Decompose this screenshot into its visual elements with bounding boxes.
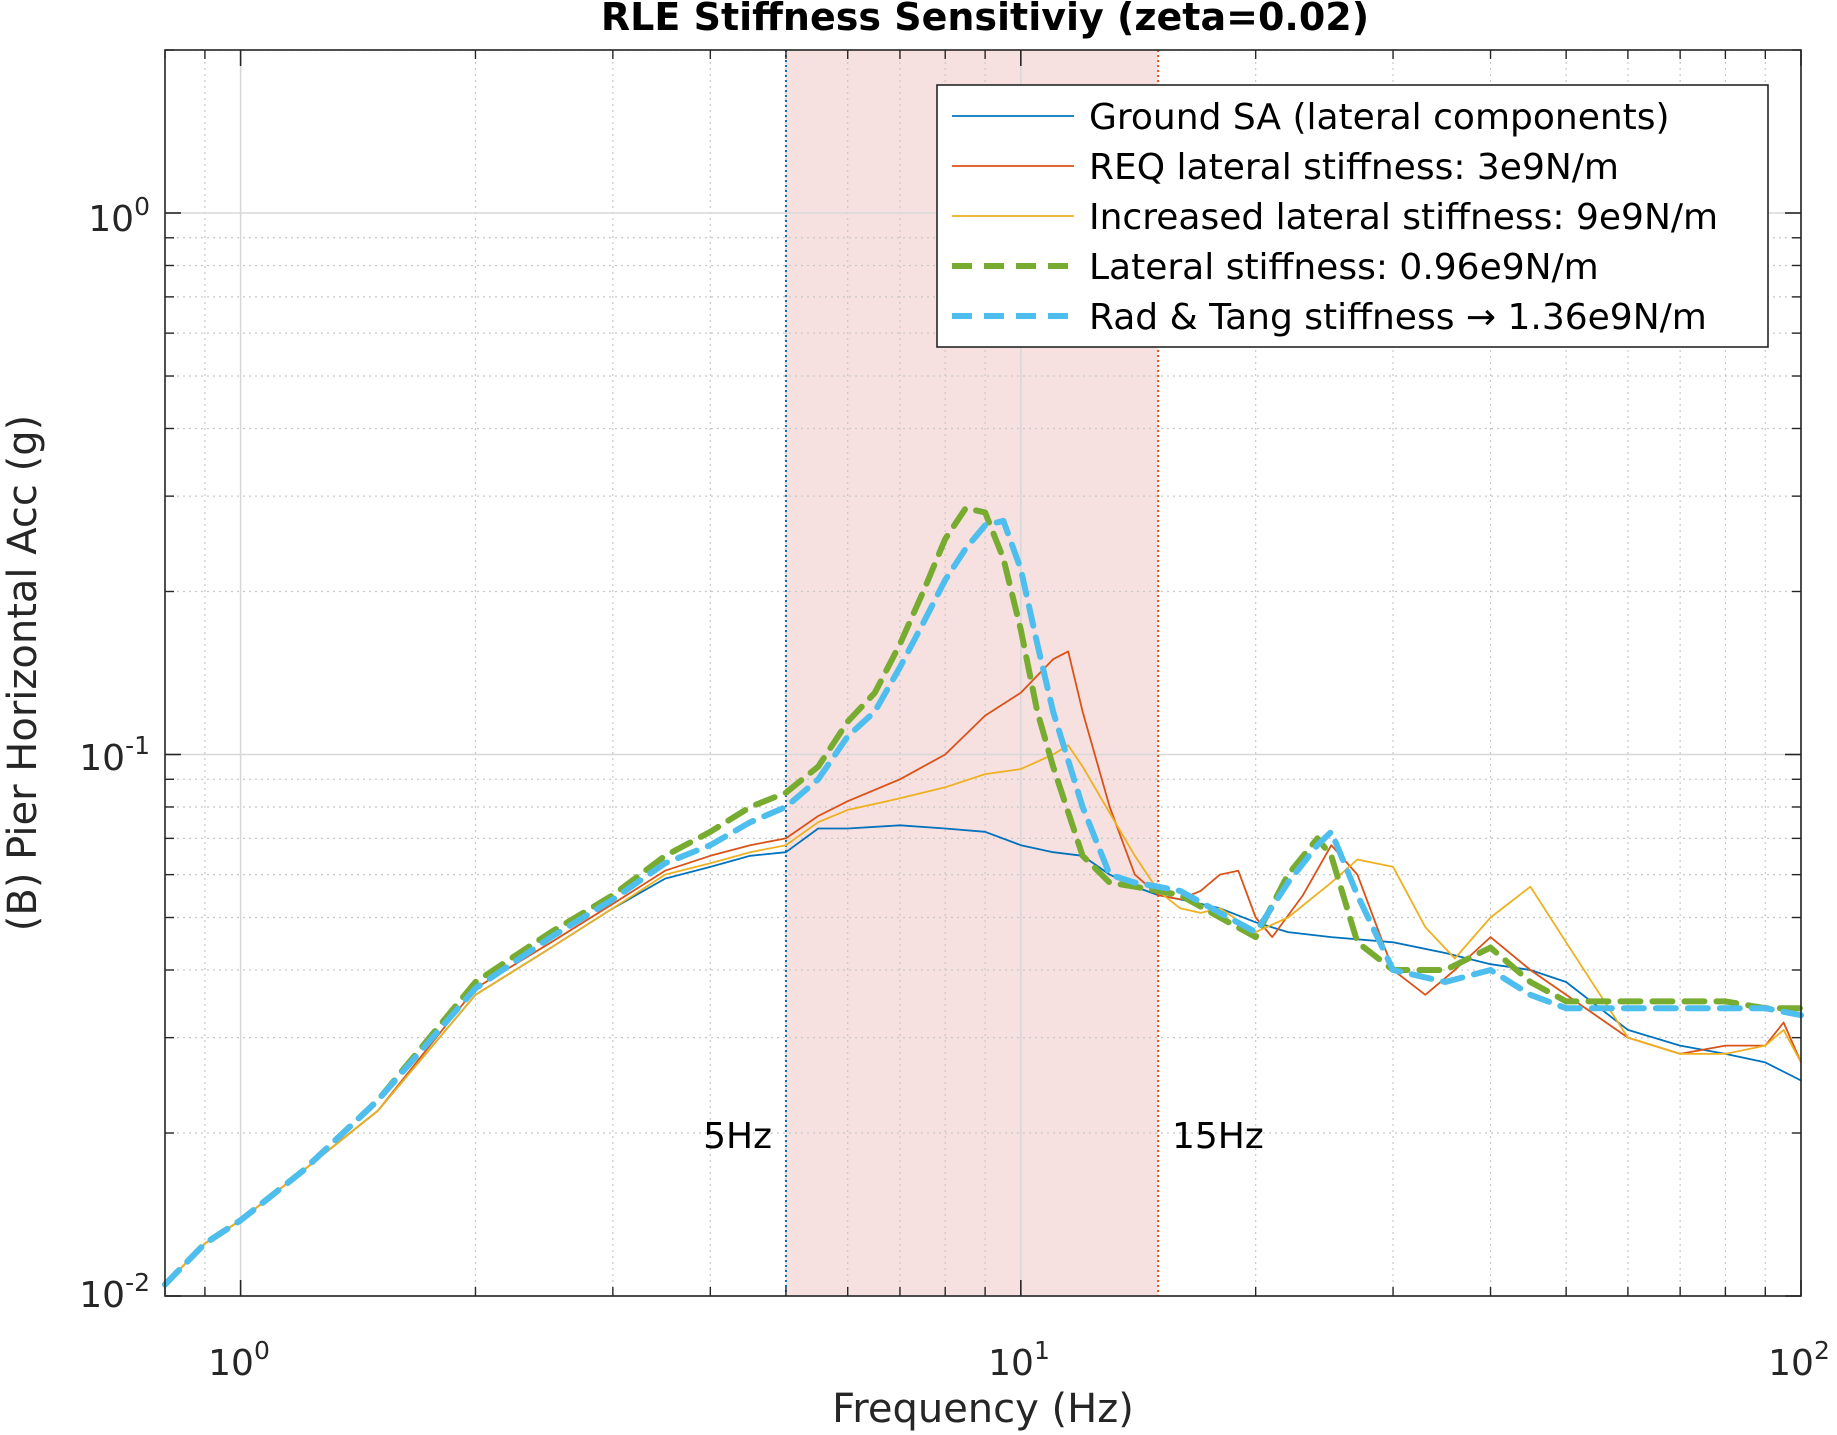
x-tick-label-100: 102 bbox=[1768, 1336, 1830, 1384]
legend-label-increased-lateral: Increased lateral stiffness: 9e9N/m bbox=[1089, 197, 1718, 238]
legend: Ground SA (lateral components) REQ later… bbox=[936, 84, 1769, 348]
legend-label-rad-tang: Rad & Tang stiffness → 1.36e9N/m bbox=[1089, 297, 1707, 338]
y-tick-label-0.1: 10-1 bbox=[79, 731, 150, 779]
x-tick-label-1: 100 bbox=[208, 1336, 270, 1384]
y-tick-label-1: 100 bbox=[88, 192, 150, 240]
legend-label-lateral-096: Lateral stiffness: 0.96e9N/m bbox=[1089, 247, 1599, 288]
x-axis-label: Frequency (Hz) bbox=[832, 1386, 1134, 1432]
legend-item-increased-lateral: Increased lateral stiffness: 9e9N/m bbox=[952, 197, 1718, 238]
legend-item-req-lateral: REQ lateral stiffness: 3e9N/m bbox=[952, 147, 1619, 188]
y-tick-label-0.01: 10-2 bbox=[79, 1268, 150, 1316]
plot-frame bbox=[164, 49, 1802, 1297]
y-axis-tick-labels: 10-2 10-1 100 bbox=[79, 192, 150, 1316]
chart-title: RLE Stiffness Sensitiviy (zeta=0.02) bbox=[601, 0, 1369, 39]
axis-ticks bbox=[164, 49, 1802, 1297]
series-line-2 bbox=[164, 744, 1802, 1286]
series-line-4 bbox=[162, 517, 1804, 1288]
legend-label-req-lateral: REQ lateral stiffness: 3e9N/m bbox=[1089, 147, 1619, 188]
legend-box bbox=[936, 84, 1769, 348]
data-series bbox=[162, 505, 1804, 1288]
y-axis-label: (B) Pier Horizontal Acc (g) bbox=[0, 415, 46, 931]
x-tick-label-10: 101 bbox=[988, 1336, 1050, 1384]
legend-label-ground-sa: Ground SA (lateral components) bbox=[1089, 97, 1670, 138]
series-line-1 bbox=[164, 650, 1802, 1286]
marker-label-15hz: 15Hz bbox=[1172, 1116, 1264, 1157]
legend-item-ground-sa: Ground SA (lateral components) bbox=[952, 97, 1670, 138]
marker-labels: 5Hz 15Hz bbox=[703, 1116, 1264, 1157]
x-axis-tick-labels: 100 101 102 bbox=[208, 1336, 1830, 1384]
legend-item-lateral-096: Lateral stiffness: 0.96e9N/m bbox=[952, 247, 1599, 288]
marker-label-5hz: 5Hz bbox=[703, 1116, 772, 1157]
legend-item-rad-tang: Rad & Tang stiffness → 1.36e9N/m bbox=[952, 297, 1707, 338]
series-line-3 bbox=[162, 505, 1804, 1288]
